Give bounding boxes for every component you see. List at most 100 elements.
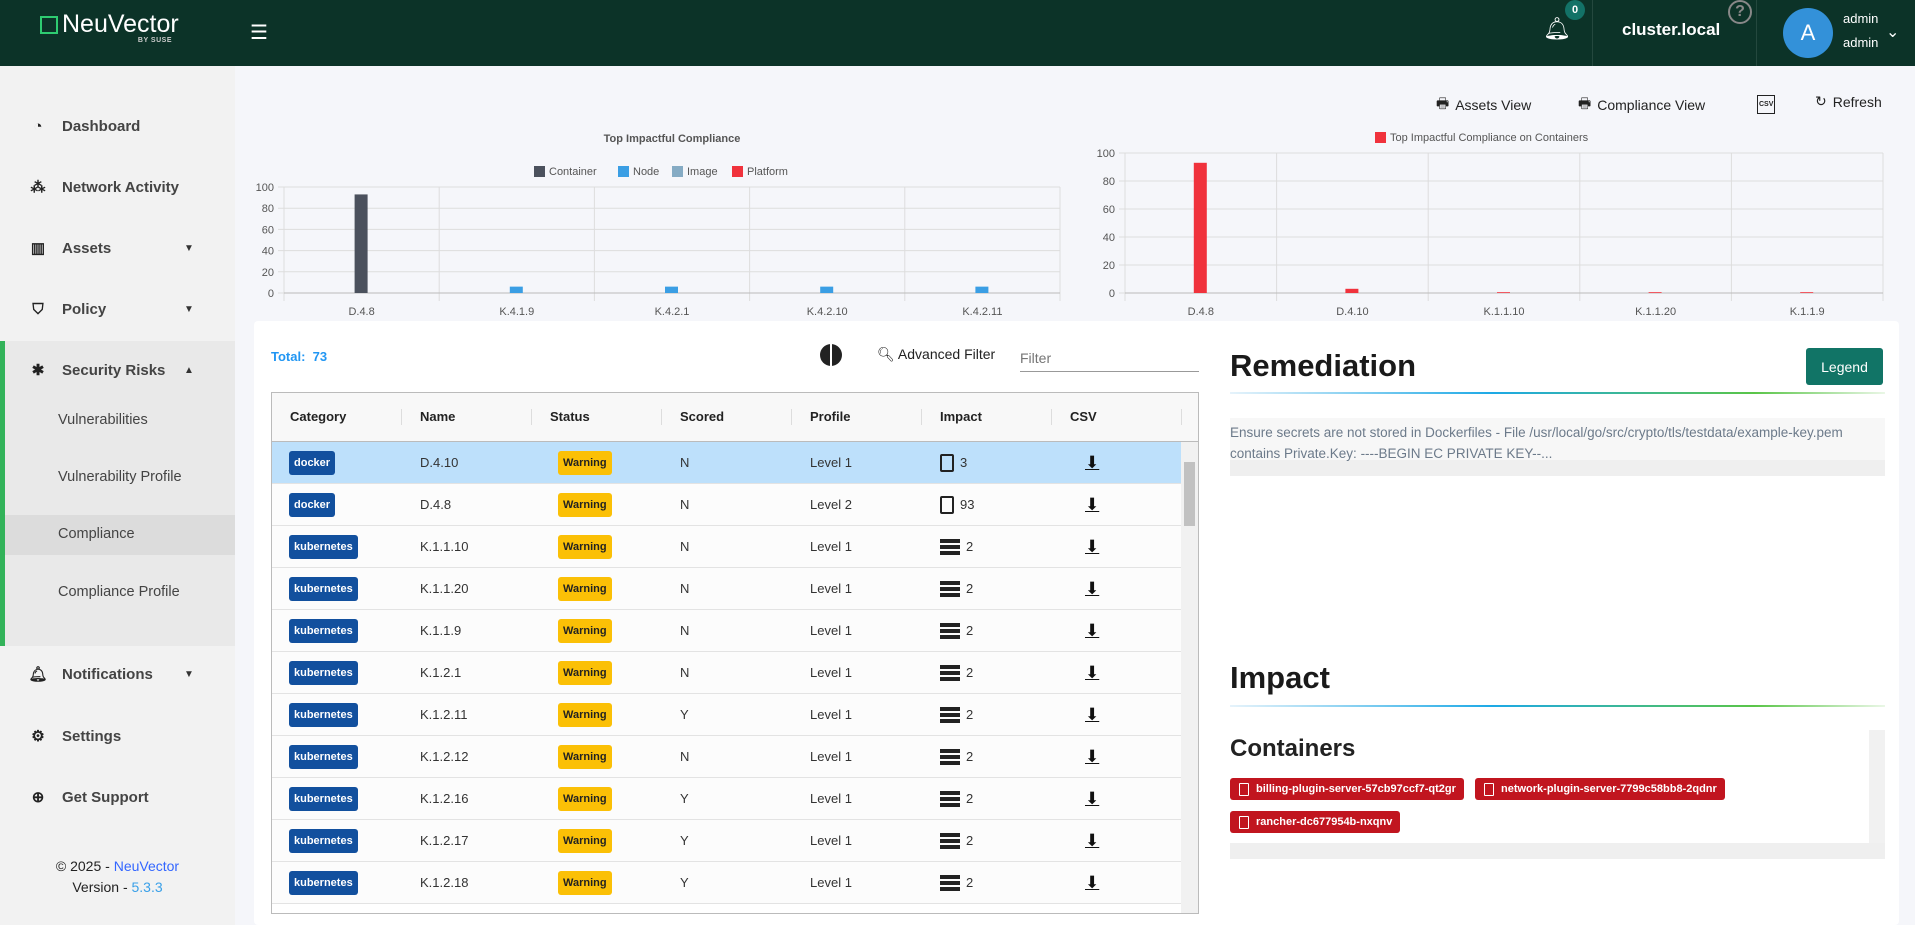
- container-badge[interactable]: network-plugin-server-7799c58bb8-2qdnr: [1475, 778, 1725, 800]
- download-icon[interactable]: ⬇: [1085, 452, 1100, 472]
- table-row[interactable]: kubernetes K.1.2.11 Warning Y Level 1 2 ⬇: [272, 694, 1198, 736]
- scrollbar-thumb[interactable]: [1184, 462, 1195, 526]
- shield-icon: ⛉: [32, 300, 44, 318]
- advanced-filter-button[interactable]: 🔍︎ Advanced Filter: [877, 346, 995, 363]
- download-icon[interactable]: ⬇: [1085, 872, 1100, 892]
- total-count: Total: 73: [271, 349, 327, 364]
- container-badge[interactable]: rancher-dc677954b-nxqnv: [1230, 811, 1401, 833]
- table-row[interactable]: kubernetes K.1.2.12 Warning N Level 1 2 ⬇: [272, 736, 1198, 778]
- legend-button[interactable]: Legend: [1806, 348, 1883, 385]
- sidebar-item-assets[interactable]: ▥ Assets ▼: [0, 228, 235, 268]
- gauge-icon: ◔: [33, 117, 43, 135]
- table-row[interactable]: kubernetes K.1.1.20 Warning N Level 1 2 ⬇: [272, 568, 1198, 610]
- assets-view-button[interactable]: 🖶 Assets View: [1436, 93, 1531, 117]
- column-header-profile[interactable]: Profile: [792, 393, 922, 441]
- y-tick-label: 60: [262, 224, 274, 236]
- sidebar-item-label: Assets: [62, 239, 112, 257]
- cell-status: Warning: [532, 576, 662, 601]
- table-row[interactable]: kubernetes K.1.1.10 Warning N Level 1 2 ⬇: [272, 526, 1198, 568]
- bell-icon: 🔔︎: [28, 666, 48, 683]
- pie-chart-icon[interactable]: [820, 344, 842, 366]
- bar-node[interactable]: [509, 286, 523, 293]
- download-icon[interactable]: ⬇: [1085, 578, 1100, 598]
- download-icon[interactable]: ⬇: [1085, 536, 1100, 556]
- table-scrollbar[interactable]: [1181, 442, 1198, 913]
- download-icon[interactable]: ⬇: [1085, 788, 1100, 808]
- cell-category: kubernetes: [272, 744, 402, 769]
- column-header-csv[interactable]: CSV: [1052, 393, 1182, 441]
- refresh-icon: ↻: [1815, 93, 1827, 109]
- neuvector-link[interactable]: NeuVector: [113, 858, 180, 874]
- column-header-impact[interactable]: Impact: [922, 393, 1052, 441]
- sidebar-item-network-activity[interactable]: ⁂ Network Activity: [0, 167, 235, 207]
- bar-node[interactable]: [975, 286, 989, 293]
- brand-sub: BY SUSE: [137, 37, 172, 44]
- avatar[interactable]: A: [1783, 8, 1833, 58]
- chevron-down-icon[interactable]: ⌄: [1886, 24, 1900, 41]
- bar-node[interactable]: [820, 286, 834, 293]
- sidebar-item-compliance[interactable]: Compliance: [58, 526, 135, 542]
- bar-top-impactful-compliance-on-containers[interactable]: [1193, 162, 1207, 293]
- cell-status: Warning: [532, 870, 662, 895]
- cluster-selector[interactable]: cluster.local: [1622, 20, 1721, 39]
- x-tick-label: K.4.2.1: [655, 306, 690, 318]
- column-header-name[interactable]: Name: [402, 393, 532, 441]
- help-icon[interactable]: ?: [1728, 0, 1752, 24]
- sidebar-item-settings[interactable]: ⚙ Settings: [0, 716, 235, 756]
- table-row[interactable]: kubernetes K.1.2.18 Warning Y Level 1 2 ⬇: [272, 862, 1198, 904]
- sidebar-item-get-support[interactable]: ⊕ Get Support: [0, 777, 235, 817]
- bar-container[interactable]: [354, 194, 368, 293]
- container-badge[interactable]: billing-plugin-server-57cb97ccf7-qt2gr: [1230, 778, 1464, 800]
- download-icon[interactable]: ⬇: [1085, 494, 1100, 514]
- download-icon[interactable]: ⬇: [1085, 746, 1100, 766]
- neuvector-logo[interactable]: NeuVector BY SUSE: [40, 10, 179, 44]
- server-icon: [940, 664, 960, 681]
- impact-count: 2: [966, 581, 974, 596]
- compliance-view-button[interactable]: 🖶 Compliance View: [1578, 93, 1705, 117]
- brand-name: NeuVector: [62, 10, 179, 38]
- horizontal-scrollbar[interactable]: [1230, 460, 1885, 476]
- column-header-status[interactable]: Status: [532, 393, 662, 441]
- cell-category: kubernetes: [272, 786, 402, 811]
- download-icon[interactable]: ⬇: [1085, 830, 1100, 850]
- column-header-scored[interactable]: Scored: [662, 393, 792, 441]
- horizontal-scrollbar[interactable]: [1230, 843, 1885, 859]
- vertical-scrollbar[interactable]: [1869, 730, 1885, 843]
- category-badge: kubernetes: [289, 660, 358, 685]
- column-header-category[interactable]: Category: [272, 393, 402, 441]
- bar-top-impactful-compliance-on-containers[interactable]: [1648, 292, 1662, 293]
- x-tick-label: K.4.2.10: [807, 306, 848, 318]
- table-row[interactable]: kubernetes K.1.1.9 Warning N Level 1 2 ⬇: [272, 610, 1198, 652]
- sidebar-item-compliance-profile[interactable]: Compliance Profile: [58, 584, 180, 600]
- status-badge: Warning: [558, 744, 612, 769]
- notification-bell-icon[interactable]: 🔔︎: [1543, 16, 1571, 41]
- table-row[interactable]: kubernetes K.1.2.17 Warning Y Level 1 2 ⬇: [272, 820, 1198, 862]
- bar-top-impactful-compliance-on-containers[interactable]: [1345, 288, 1359, 293]
- sidebar-item-label: Notifications: [62, 665, 153, 683]
- sidebar-item-notifications[interactable]: 🔔︎ Notifications ▼: [0, 654, 235, 694]
- sidebar-item-policy[interactable]: ⛉ Policy ▼: [0, 289, 235, 329]
- download-icon[interactable]: ⬇: [1085, 704, 1100, 724]
- version-number: 5.3.3: [131, 879, 163, 895]
- user-name: admin: [1843, 11, 1879, 26]
- bar-top-impactful-compliance-on-containers[interactable]: [1497, 292, 1510, 293]
- bar-node[interactable]: [665, 286, 678, 293]
- sidebar-item-vulnerability-profile[interactable]: Vulnerability Profile: [58, 469, 182, 485]
- sidebar-item-security-risks[interactable]: ✱ Security Risks ▲: [0, 350, 235, 390]
- csv-export-icon[interactable]: CSV: [1757, 95, 1776, 114]
- download-icon[interactable]: ⬇: [1085, 620, 1100, 640]
- bar-top-impactful-compliance-on-containers[interactable]: [1800, 292, 1814, 293]
- sidebar-item-dashboard[interactable]: ◔ Dashboard: [0, 106, 235, 146]
- refresh-button[interactable]: ↻ Refresh: [1815, 93, 1882, 110]
- menu-toggle-icon[interactable]: ☰: [250, 22, 268, 44]
- caret-up-icon: ▲: [184, 364, 194, 376]
- filter-input[interactable]: [1020, 345, 1199, 372]
- download-icon[interactable]: ⬇: [1085, 662, 1100, 682]
- table-row[interactable]: kubernetes K.1.2.1 Warning N Level 1 2 ⬇: [272, 652, 1198, 694]
- cell-profile: Level 1: [810, 749, 852, 764]
- table-row[interactable]: docker D.4.10 Warning N Level 1 3 ⬇: [272, 442, 1198, 484]
- table-row[interactable]: kubernetes K.1.2.16 Warning Y Level 1 2 ⬇: [272, 778, 1198, 820]
- table-row[interactable]: docker D.4.8 Warning N Level 2 93 ⬇: [272, 484, 1198, 526]
- sidebar-item-vulnerabilities[interactable]: Vulnerabilities: [58, 412, 148, 428]
- cell-profile: Level 1: [810, 665, 852, 680]
